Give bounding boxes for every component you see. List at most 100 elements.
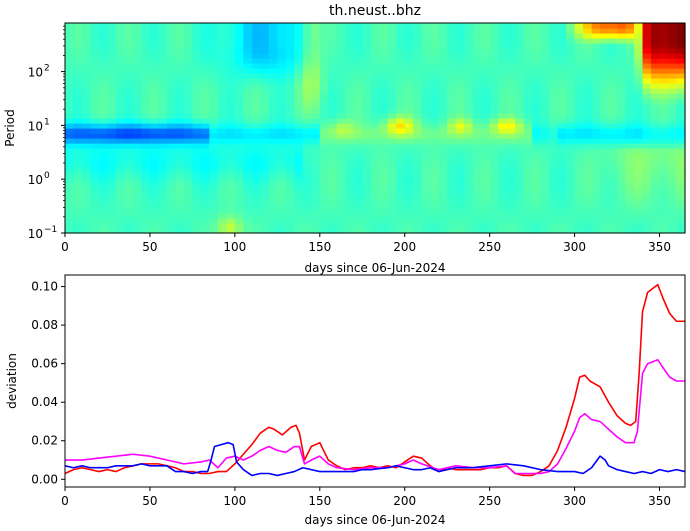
heatmap-cell <box>676 163 686 169</box>
heatmap-cell <box>294 213 304 219</box>
heatmap-cell <box>73 113 83 119</box>
heatmap-cell <box>277 78 287 84</box>
heatmap-cell <box>285 173 295 179</box>
heatmap-cell <box>311 128 321 134</box>
heatmap-cell <box>192 123 202 129</box>
heatmap-cell <box>532 213 542 219</box>
heatmap-cell <box>98 158 109 164</box>
heatmap-cell <box>200 188 210 194</box>
heatmap-cell <box>532 143 542 149</box>
heatmap-cell <box>481 218 491 224</box>
heatmap-cell <box>319 163 329 169</box>
heatmap-cell <box>319 223 329 229</box>
heatmap-cell <box>65 193 75 199</box>
heatmap-cell <box>90 38 100 44</box>
heatmap-cell <box>192 73 202 79</box>
heatmap-cell <box>566 153 576 159</box>
heatmap-cell <box>404 128 414 134</box>
heatmap-cell <box>302 113 312 119</box>
heatmap-cell <box>141 138 151 144</box>
heatmap-cell <box>124 73 134 79</box>
heatmap-cell <box>285 188 295 194</box>
heatmap-cell <box>438 158 448 164</box>
heatmap-cell <box>583 83 593 89</box>
heatmap-cell <box>81 208 92 214</box>
heatmap-cell <box>175 128 185 134</box>
heatmap-cell <box>319 68 329 74</box>
heatmap-cell <box>396 73 406 79</box>
heatmap-cell <box>447 173 457 179</box>
heatmap-cell <box>523 28 533 34</box>
heatmap-cell <box>506 188 516 194</box>
heatmap-cell <box>353 108 363 114</box>
heatmap-cell <box>370 193 380 199</box>
heatmap-cell <box>472 228 482 234</box>
heatmap-cell <box>336 88 346 94</box>
heatmap-cell <box>438 193 448 199</box>
heatmap-cell <box>302 53 312 59</box>
heatmap-cell <box>200 103 210 109</box>
heatmap-cell <box>311 58 321 64</box>
heatmap-cell <box>642 118 652 124</box>
heatmap-cell <box>353 148 363 154</box>
heatmap-cell <box>540 198 550 204</box>
heatmap-cell <box>464 223 474 229</box>
heatmap-cell <box>583 148 593 154</box>
heatmap-cell <box>243 63 253 69</box>
heatmap-cell <box>583 63 593 69</box>
heatmap-cell <box>430 133 440 139</box>
heatmap-cell <box>523 98 533 104</box>
heatmap-cell <box>642 33 652 39</box>
heatmap-cell <box>353 118 363 124</box>
heatmap-cell <box>98 63 109 69</box>
heatmap-cell <box>370 63 380 69</box>
heatmap-cell <box>515 128 525 134</box>
heatmap-cell <box>98 103 109 109</box>
heatmap-cell <box>438 88 448 94</box>
heatmap-cell <box>387 143 397 149</box>
heatmap-cell <box>370 228 380 234</box>
heatmap-cell <box>642 148 652 154</box>
heatmap-cell <box>464 168 474 174</box>
heatmap-cell <box>379 208 389 214</box>
heatmap-cell <box>268 148 278 154</box>
heatmap-cell <box>574 103 584 109</box>
heatmap-cell <box>387 23 397 29</box>
heatmap-cell <box>557 108 567 114</box>
heatmap-cell <box>209 158 219 164</box>
heatmap-cell <box>328 23 338 29</box>
heatmap-cell <box>413 103 423 109</box>
heatmap-cell <box>438 153 448 159</box>
heatmap-cell <box>583 48 593 54</box>
heatmap-cell <box>566 93 576 99</box>
heatmap-cell <box>634 78 644 84</box>
heatmap-cell <box>430 128 440 134</box>
heatmap-cell <box>659 143 669 149</box>
heatmap-cell <box>600 33 610 39</box>
heatmap-cell <box>90 123 100 129</box>
heatmap-cell <box>455 143 465 149</box>
heatmap-cell <box>421 23 431 29</box>
heatmap-cell <box>668 118 678 124</box>
heatmap-cell <box>285 68 295 74</box>
heatmap-cell <box>506 98 516 104</box>
heatmap-cell <box>387 168 397 174</box>
heatmap-cell <box>353 48 363 54</box>
line-panel: 0 50 100 150 200 250 300 350 0.000.020.040.060.… <box>5 274 686 527</box>
heatmap-cell <box>328 123 338 129</box>
heatmap-cell <box>175 198 185 204</box>
heatmap-cell <box>566 88 576 94</box>
heatmap-cell <box>107 153 117 159</box>
heatmap-cell <box>141 113 151 119</box>
heatmap-cell <box>311 198 321 204</box>
heatmap-cell <box>200 63 210 69</box>
heatmap-cell <box>438 188 448 194</box>
heatmap-cell <box>166 223 177 229</box>
heatmap-cell <box>591 23 601 29</box>
heatmap-cell <box>294 73 304 79</box>
heatmap-cell <box>209 83 219 89</box>
heatmap-cell <box>268 23 278 29</box>
heatmap-cell <box>166 83 177 89</box>
heatmap-cell <box>141 63 151 69</box>
heatmap-cell <box>413 203 423 209</box>
